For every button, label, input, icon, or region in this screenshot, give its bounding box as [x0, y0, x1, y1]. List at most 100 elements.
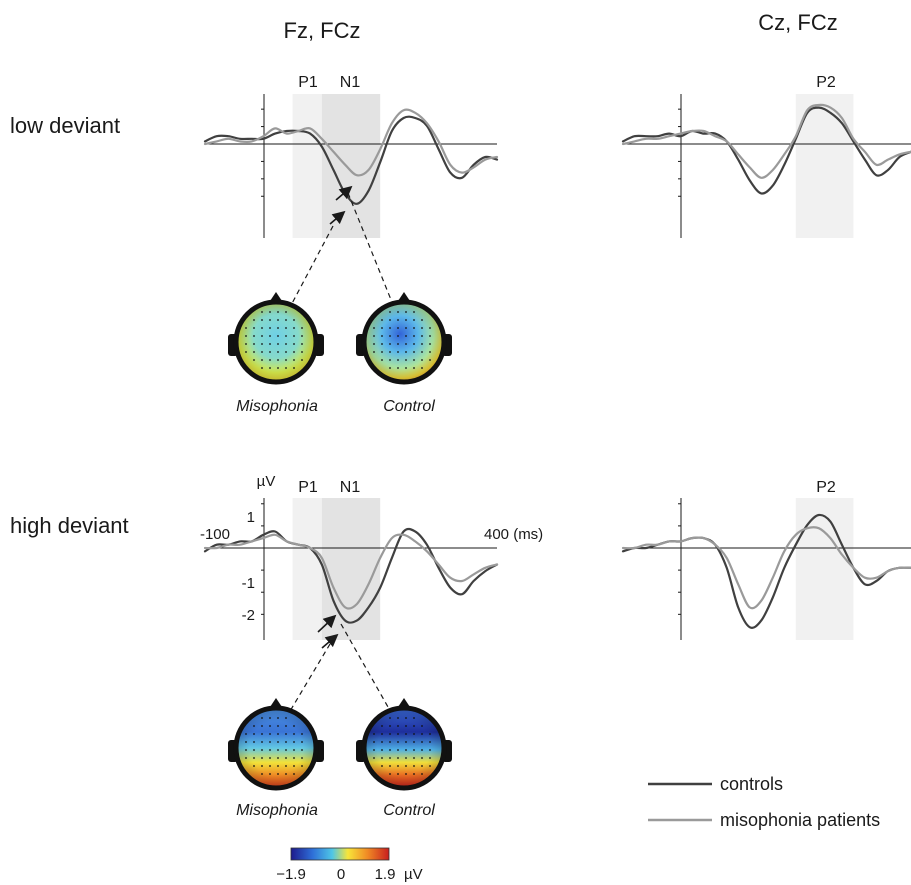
- electrode-dot: [245, 335, 247, 337]
- window-label-p2-low: P2: [816, 74, 836, 91]
- window-shade-p1-low-fz: [292, 94, 322, 238]
- series-controls-low-cz: [621, 106, 911, 195]
- electrode-dot: [277, 367, 279, 369]
- electrode-dot: [285, 757, 287, 759]
- y-tick-label-minus2: -2: [242, 607, 255, 624]
- colorbar-max-label: 1.9: [375, 866, 396, 883]
- column-title-fz-fcz: Fz, FCz: [284, 18, 361, 43]
- electrode-dot: [421, 773, 423, 775]
- electrode-dot: [261, 335, 263, 337]
- electrode-dot: [405, 765, 407, 767]
- electrode-dot: [277, 733, 279, 735]
- legend-label-misophonia-patients: misophonia patients: [720, 810, 880, 830]
- electrode-dot: [389, 741, 391, 743]
- electrode-dot: [397, 773, 399, 775]
- electrode-dot: [421, 367, 423, 369]
- electrode-dot: [269, 327, 271, 329]
- electrode-dot: [269, 311, 271, 313]
- electrode-dot: [293, 773, 295, 775]
- electrode-dot: [293, 367, 295, 369]
- electrode-dot: [397, 343, 399, 345]
- electrode-dot: [405, 773, 407, 775]
- electrode-dot: [397, 311, 399, 313]
- window-label-p1-low: P1: [298, 74, 318, 91]
- electrode-dot: [413, 319, 415, 321]
- electrode-dot: [389, 773, 391, 775]
- electrode-dot: [293, 749, 295, 751]
- electrode-dot: [429, 749, 431, 751]
- electrode-dot: [293, 725, 295, 727]
- electrode-dot: [397, 757, 399, 759]
- series-controls-high-cz: [621, 513, 911, 629]
- electrode-dot: [301, 733, 303, 735]
- electrode-dot: [261, 343, 263, 345]
- erp-panel-low-cz: [621, 94, 911, 238]
- electrode-dot: [269, 757, 271, 759]
- electrode-dot: [421, 343, 423, 345]
- electrode-dot: [253, 343, 255, 345]
- electrode-dot: [277, 765, 279, 767]
- electrode-dot: [413, 327, 415, 329]
- electrode-dot: [397, 351, 399, 353]
- electrode-dot: [301, 351, 303, 353]
- electrode-dot: [405, 733, 407, 735]
- electrode-dot: [421, 733, 423, 735]
- electrode-dot: [261, 351, 263, 353]
- electrode-dot: [261, 327, 263, 329]
- electrode-dot: [373, 757, 375, 759]
- colorbar: [290, 847, 390, 861]
- electrode-dot: [261, 367, 263, 369]
- electrode-dot: [261, 311, 263, 313]
- electrode-dot: [381, 749, 383, 751]
- electrode-dot: [245, 733, 247, 735]
- electrode-dot: [405, 327, 407, 329]
- legend-label-controls: controls: [720, 774, 783, 794]
- electrode-dot: [277, 773, 279, 775]
- y-unit-label: µV: [257, 473, 276, 490]
- y-tick-label-minus1: -1: [242, 575, 255, 592]
- electrode-dot: [381, 725, 383, 727]
- electrode-dot: [389, 351, 391, 353]
- x-tick-label-min: -100: [200, 526, 230, 543]
- electrode-dot: [413, 311, 415, 313]
- series-misophonia-patients-low-fz: [203, 108, 499, 177]
- electrode-dot: [277, 319, 279, 321]
- electrode-dot: [293, 335, 295, 337]
- electrode-dot: [413, 367, 415, 369]
- electrode-dot: [277, 717, 279, 719]
- window-shade-p1-high-fz: [292, 498, 322, 640]
- electrode-dot: [373, 351, 375, 353]
- topomap-high-control: [356, 698, 452, 791]
- row-label-low-deviant: low deviant: [10, 113, 120, 138]
- electrode-dot: [269, 717, 271, 719]
- electrode-dot: [245, 343, 247, 345]
- electrode-dot: [285, 319, 287, 321]
- electrode-dot: [261, 749, 263, 751]
- erp-panel-high-fz: [203, 498, 499, 640]
- electrode-dot: [389, 749, 391, 751]
- electrode-dot: [381, 327, 383, 329]
- electrode-dot: [269, 359, 271, 361]
- electrode-dot: [405, 367, 407, 369]
- electrode-dot: [389, 319, 391, 321]
- electrode-dot: [381, 733, 383, 735]
- electrode-dot: [405, 319, 407, 321]
- electrode-dot: [381, 319, 383, 321]
- electrode-dot: [293, 765, 295, 767]
- electrode-dot: [421, 319, 423, 321]
- electrode-dot: [389, 335, 391, 337]
- electrode-dot: [293, 733, 295, 735]
- connector-low-ctrl: [347, 192, 405, 333]
- erp-panels: [203, 94, 911, 640]
- window-label-n1-low: N1: [340, 74, 361, 91]
- colorbar-mid-label: 0: [337, 866, 345, 883]
- electrode-dot: [413, 343, 415, 345]
- electrode-dot: [381, 757, 383, 759]
- electrode-dot: [293, 741, 295, 743]
- electrode-dot: [429, 343, 431, 345]
- electrode-dot: [253, 757, 255, 759]
- electrode-dot: [373, 343, 375, 345]
- electrode-dot: [277, 359, 279, 361]
- electrode-dot: [397, 327, 399, 329]
- electrode-dot: [301, 757, 303, 759]
